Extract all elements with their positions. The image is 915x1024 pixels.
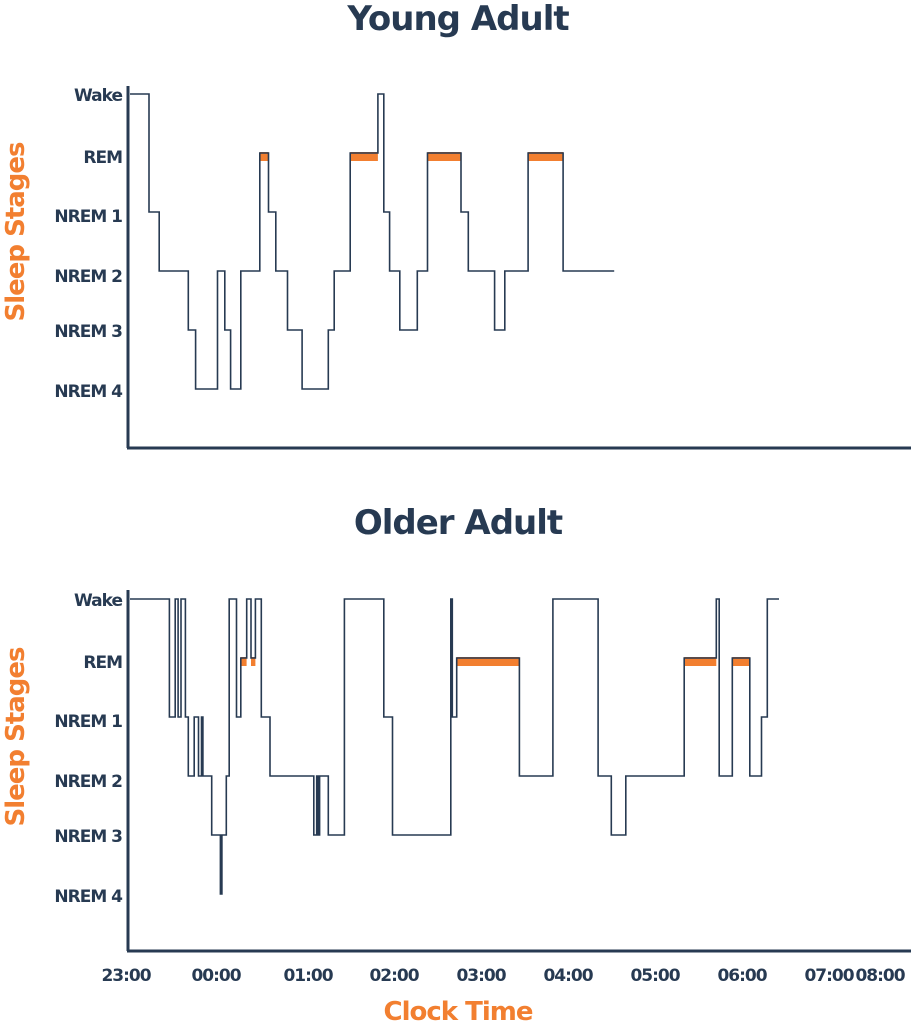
x-tick-label: 04:00 <box>543 966 593 986</box>
young-adult-rem-bar <box>528 152 564 161</box>
older-adult-hypnogram <box>130 598 779 895</box>
x-tick-label: 07:00 <box>804 966 854 986</box>
stage-label: NREM 4 <box>54 887 123 907</box>
stage-label: Wake <box>74 86 122 106</box>
x-tick-label: 06:00 <box>717 966 767 986</box>
older-adult-rem-bar <box>456 657 520 666</box>
older-adult-rem-bar <box>732 657 750 666</box>
x-tick-label: 02:00 <box>369 966 419 986</box>
young-adult-rem-bar <box>427 152 461 161</box>
young-adult-rem-bars <box>259 152 564 161</box>
older-adult-rem-bar <box>684 657 717 666</box>
stage-label: NREM 1 <box>54 712 122 732</box>
stage-label: NREM 2 <box>54 267 122 287</box>
older-adult-xlabel: Clock Time <box>384 997 533 1024</box>
stage-label: REM <box>83 148 122 168</box>
x-tick-label: 03:00 <box>456 966 506 986</box>
young-adult-ylabel: Sleep Stages <box>1 142 31 322</box>
stage-label: NREM 3 <box>54 827 122 847</box>
stage-label: NREM 2 <box>54 772 122 792</box>
stage-label: NREM 1 <box>54 207 122 227</box>
older-adult-rem-bar <box>240 657 247 666</box>
stage-label: Wake <box>74 591 122 611</box>
x-tick-label: 05:00 <box>630 966 680 986</box>
stage-label: REM <box>83 653 122 673</box>
older-adult-title: Older Adult <box>354 503 563 543</box>
x-tick-label: 01:00 <box>283 966 333 986</box>
older-adult-ylabel: Sleep Stages <box>1 647 31 827</box>
older-adult-rem-bar <box>251 657 256 666</box>
young-adult-stage-line <box>130 93 615 390</box>
young-adult-rem-bar <box>350 152 378 161</box>
young-adult-title: Young Adult <box>346 0 569 39</box>
x-tick-labels: 23:00 00:00 01:00 02:00 03:00 04:00 05:0… <box>101 966 906 986</box>
stage-label: NREM 4 <box>54 382 123 402</box>
young-adult-stage-labels: Wake REM NREM 1 NREM 2 NREM 3 NREM 4 <box>54 86 124 402</box>
stage-label: NREM 3 <box>54 322 122 342</box>
x-tick-label: 00:00 <box>191 966 241 986</box>
x-tick-label: 08:00 <box>855 966 905 986</box>
older-adult-stage-labels: Wake REM NREM 1 NREM 2 NREM 3 NREM 4 <box>54 591 124 907</box>
young-adult-rem-bar <box>259 152 269 161</box>
older-adult-stage-line <box>130 598 779 895</box>
young-adult-hypnogram <box>130 93 615 390</box>
older-adult-rem-bars <box>240 657 750 666</box>
x-tick-label: 23:00 <box>101 966 151 986</box>
